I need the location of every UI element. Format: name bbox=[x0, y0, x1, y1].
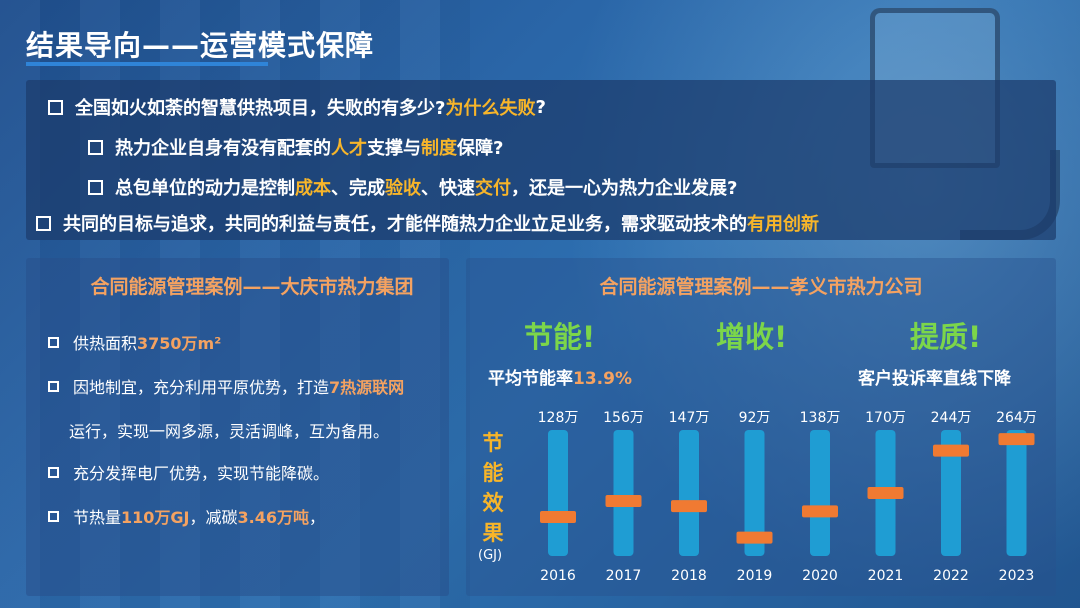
data-label-2017: 156万 bbox=[603, 410, 644, 426]
bullet-square-icon bbox=[48, 380, 59, 392]
question-3-part: 、完成 bbox=[331, 178, 385, 199]
question-3-highlight: 成本 bbox=[295, 178, 331, 199]
question-4-highlight: 有用创新 bbox=[747, 214, 819, 235]
bar-marker-2023 bbox=[998, 433, 1035, 446]
title-underline bbox=[26, 62, 268, 66]
daqing-item-area: 供热面积 3750万m² bbox=[48, 330, 221, 354]
bar-marker-2017 bbox=[605, 495, 642, 508]
data-label-2020: 138万 bbox=[800, 410, 841, 426]
item-text: ， bbox=[309, 508, 326, 527]
question-4-text: 共同的目标与追求，共同的利益与责任，才能伴随热力企业立足业务，需求驱动技术的 bbox=[63, 214, 747, 235]
bullet-square-icon bbox=[48, 466, 59, 478]
chart-unit: (GJ) bbox=[478, 548, 503, 563]
item-text: 节热量 bbox=[73, 508, 122, 527]
data-label-2022: 244万 bbox=[931, 410, 972, 426]
bar-marker-2022 bbox=[933, 444, 969, 457]
checkbox-square-icon bbox=[36, 215, 51, 231]
question-4: 共同的目标与追求，共同的利益与责任，才能伴随热力企业立足业务，需求驱动技术的 有用… bbox=[36, 210, 819, 236]
bar-marker-2020 bbox=[802, 505, 838, 518]
question-3-highlight: 验收 bbox=[385, 178, 421, 199]
data-label-2023: 264万 bbox=[996, 410, 1037, 426]
item-text: 充分发挥电厂优势，实现节能降碳。 bbox=[73, 464, 330, 483]
x-tick-2020: 2020 bbox=[802, 568, 838, 584]
case-panel-daqing: 合同能源管理案例——大庆市热力集团 供热面积 3750万m² 因地制宜，充分利用平… bbox=[26, 258, 449, 596]
question-3-part: 总包单位的动力是控制 bbox=[115, 178, 295, 199]
question-2-highlight: 人才 bbox=[331, 138, 367, 159]
item-text: 供热面积 bbox=[73, 334, 138, 353]
avg-saving-value: 13.9% bbox=[573, 369, 632, 389]
item-value: 3750万m² bbox=[137, 334, 222, 353]
daqing-item-network: 因地制宜，充分利用平原优势，打造 7热源联网 bbox=[48, 374, 404, 398]
bullet-square-icon bbox=[48, 510, 59, 522]
question-2: 热力企业自身有没有配套的 人才 支撑与 制度 保障? bbox=[88, 134, 503, 160]
x-tick-2018: 2018 bbox=[671, 568, 707, 584]
bar-track-2017 bbox=[613, 430, 634, 556]
bar-marker-2021 bbox=[867, 487, 904, 499]
question-1-highlight: 为什么失败 bbox=[445, 98, 536, 119]
checkbox-square-icon bbox=[88, 139, 103, 155]
savings-bar-chart: 128万 2016 156万 2017 147万 2018 92万 2019 138万 2020 1… bbox=[538, 410, 1037, 584]
bar-marker-2019 bbox=[736, 531, 773, 544]
slide-title: 结果导向——运营模式保障 bbox=[26, 29, 375, 62]
bar-track-2019 bbox=[744, 430, 765, 556]
x-tick-2017: 2017 bbox=[606, 568, 642, 584]
item-value: 7热源联网 bbox=[329, 378, 405, 397]
x-tick-2023: 2023 bbox=[999, 568, 1035, 584]
bar-marker-2016 bbox=[540, 511, 576, 524]
complaint-rate-text: 客户投诉率直线下降 bbox=[858, 369, 1011, 389]
bar-track-2018 bbox=[679, 430, 699, 556]
item-text: 因地制宜，充分利用平原优势，打造 bbox=[73, 378, 330, 397]
question-2-part: 保障? bbox=[457, 138, 504, 159]
avg-saving-label: 平均节能率 bbox=[488, 369, 573, 389]
question-1: 全国如火如荼的智慧供热项目，失败的有多少? 为什么失败 ? bbox=[48, 94, 546, 120]
avg-saving-rate: 平均节能率13.9% bbox=[488, 364, 632, 389]
question-3-part: ，还是一心为热力企业发展? bbox=[511, 178, 738, 199]
bar-marker-2018 bbox=[671, 500, 707, 513]
bar-track-2020 bbox=[810, 430, 830, 556]
chart-vertical-label: 节能效果 bbox=[482, 431, 504, 545]
question-2-part: 热力企业自身有没有配套的 bbox=[115, 138, 331, 159]
data-label-2018: 147万 bbox=[669, 410, 710, 426]
slogan-revenue: 增收! bbox=[716, 320, 788, 354]
bar-track-2016 bbox=[548, 430, 568, 556]
question-2-part: 支撑与 bbox=[367, 138, 421, 159]
checkbox-square-icon bbox=[48, 99, 63, 115]
slogan-energy-saving: 节能! bbox=[524, 320, 596, 354]
x-tick-2021: 2021 bbox=[868, 568, 904, 584]
question-2-highlight: 制度 bbox=[421, 138, 457, 159]
question-3: 总包单位的动力是控制 成本 、完成 验收 、快速 交付 ，还是一心为热力企业发展? bbox=[88, 174, 737, 200]
x-tick-2019: 2019 bbox=[737, 568, 773, 584]
xiaoyi-title: 合同能源管理案例——孝义市热力公司 bbox=[599, 276, 923, 298]
daqing-item-savings: 节热量 110万GJ ，减碳 3.46万吨， bbox=[48, 504, 325, 528]
questions-box: 全国如火如荼的智慧供热项目，失败的有多少? 为什么失败 ? 热力企业自身有没有配… bbox=[26, 80, 1056, 240]
data-label-2019: 92万 bbox=[739, 410, 771, 426]
question-1-end: ? bbox=[535, 96, 546, 118]
bar-track-2022 bbox=[941, 430, 961, 556]
data-label-2021: 170万 bbox=[865, 410, 906, 426]
item-value: 110万GJ bbox=[121, 508, 190, 527]
item-text: ，减碳 bbox=[189, 508, 238, 527]
bar-track-2023 bbox=[1006, 430, 1027, 556]
bullet-square-icon bbox=[48, 336, 59, 348]
case-panel-xiaoyi: 合同能源管理案例——孝义市热力公司 节能! 增收! 提质! 平均节能率13.9%… bbox=[466, 258, 1056, 596]
slogan-quality: 提质! bbox=[910, 320, 982, 354]
daqing-item-powerplant: 充分发挥电厂优势，实现节能降碳。 bbox=[48, 460, 329, 484]
question-3-highlight: 交付 bbox=[475, 178, 511, 199]
item-value: 3.46万吨 bbox=[237, 508, 310, 527]
checkbox-square-icon bbox=[88, 179, 103, 195]
daqing-item-network-cont: 运行，实现一网多源，灵活调峰，互为备用。 bbox=[69, 422, 390, 441]
question-1-text: 全国如火如荼的智慧供热项目，失败的有多少? bbox=[75, 98, 446, 119]
question-3-part: 、快速 bbox=[421, 178, 475, 199]
x-tick-2016: 2016 bbox=[540, 568, 576, 584]
data-label-2016: 128万 bbox=[538, 410, 579, 426]
x-tick-2022: 2022 bbox=[933, 568, 969, 584]
daqing-title: 合同能源管理案例——大庆市热力集团 bbox=[90, 276, 414, 298]
